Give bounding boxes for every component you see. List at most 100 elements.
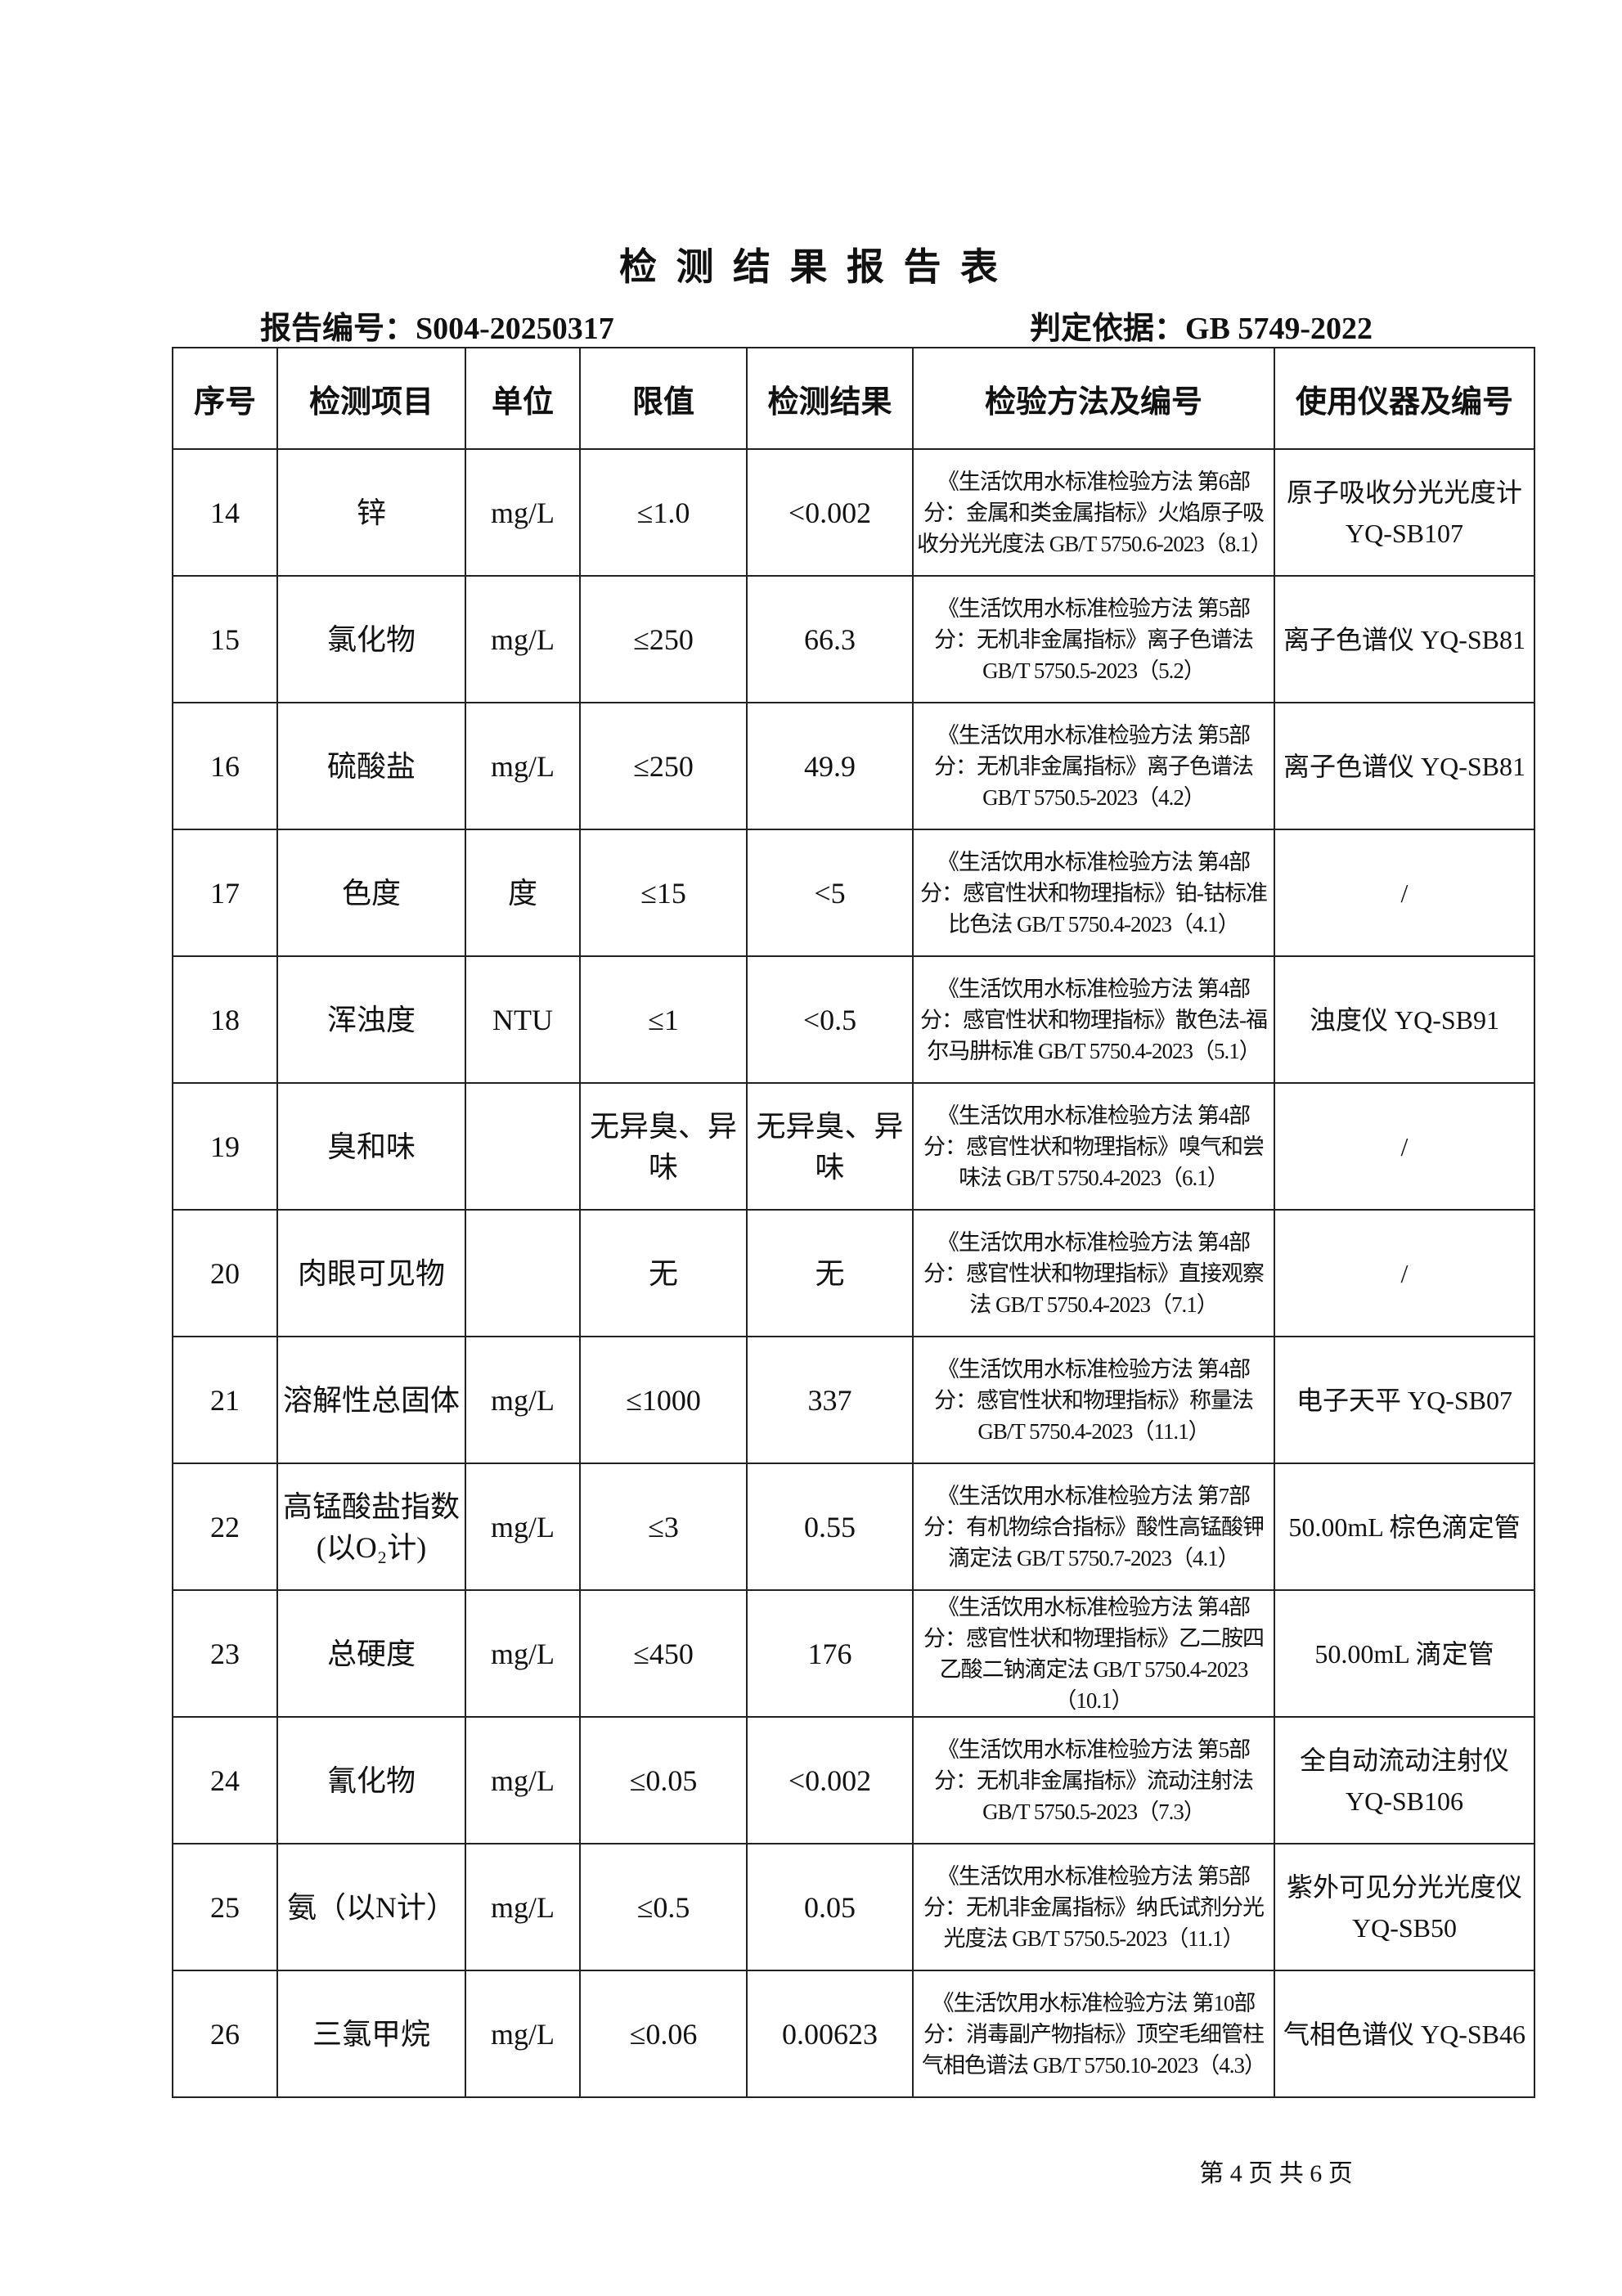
table-cell: 《生活饮用水标准检验方法 第4部分：感官性状和物理指标》称量法 GB/T 575…: [912, 1336, 1275, 1464]
table-cell: 17: [172, 829, 278, 957]
table-cell: 全自动流动注射仪 YQ-SB106: [1274, 1716, 1535, 1844]
basis: 判定依据：GB 5749-2022: [1030, 312, 1373, 346]
table-cell: /: [1274, 829, 1535, 957]
table-cell: 21: [172, 1336, 278, 1464]
column-header: 检测结果: [746, 347, 914, 450]
table-cell: ≤1000: [579, 1336, 748, 1464]
table-cell: 无: [579, 1209, 748, 1337]
table-cell: [465, 1082, 581, 1211]
table-cell: mg/L: [465, 1589, 581, 1718]
table-cell: 0.55: [746, 1463, 914, 1591]
table-cell: 无异臭、异味: [746, 1082, 914, 1211]
table-cell: mg/L: [465, 448, 581, 577]
table-cell: 0.05: [746, 1843, 914, 1971]
table-cell: 《生活饮用水标准检验方法 第7部分：有机物综合指标》酸性高锰酸钾滴定法 GB/T…: [912, 1463, 1275, 1591]
table-cell: 紫外可见分光光度仪 YQ-SB50: [1274, 1843, 1535, 1971]
table-cell: 22: [172, 1463, 278, 1591]
table-cell: 《生活饮用水标准检验方法 第4部分：感官性状和物理指标》直接观察法 GB/T 5…: [912, 1209, 1275, 1337]
table-cell: 浑浊度: [276, 955, 466, 1084]
table-cell: 氨（以N计）: [276, 1843, 466, 1971]
table-cell: mg/L: [465, 575, 581, 703]
table-row: 25 氨（以N计） mg/L ≤0.5 0.05 《生活饮用水标准检验方法 第5部分：无机…: [172, 1843, 1535, 1971]
table-cell: mg/L: [465, 1336, 581, 1464]
table-cell: ≤0.05: [579, 1716, 748, 1844]
header-row: 序号 检测项目 单位 限值 检测结果 检验方法及编号 使用仪器及编号: [172, 347, 1535, 450]
table-cell: 三氯甲烷: [276, 1970, 466, 2098]
table-body: 14 锌 mg/L ≤1.0 <0.002 《生活饮用水标准检验方法 第6部分：金属和类金…: [172, 448, 1535, 2098]
table-cell: /: [1274, 1082, 1535, 1211]
table-cell: ≤1.0: [579, 448, 748, 577]
table-cell: <0.002: [746, 448, 914, 577]
table-row: 18 浑浊度 NTU ≤1 <0.5 《生活饮用水标准检验方法 第4部分：感官性状和物理指…: [172, 955, 1535, 1084]
table-cell: 氰化物: [276, 1716, 466, 1844]
result-table: 序号 检测项目 单位 限值 检测结果 检验方法及编号 使用仪器及编号 14 锌 mg/L ≤1.0…: [172, 347, 1535, 2098]
table-cell: 《生活饮用水标准检验方法 第5部分：无机非金属指标》纳氏试剂分光光度法 GB/T…: [912, 1843, 1275, 1971]
table-cell: 总硬度: [276, 1589, 466, 1718]
table-cell: 19: [172, 1082, 278, 1211]
column-header: 序号: [172, 347, 278, 450]
table-cell: [465, 1209, 581, 1337]
table-cell: NTU: [465, 955, 581, 1084]
table-cell: 肉眼可见物: [276, 1209, 466, 1337]
table-cell: 氯化物: [276, 575, 466, 703]
table-cell: 色度: [276, 829, 466, 957]
table-cell: 66.3: [746, 575, 914, 703]
table-row: 15 氯化物 mg/L ≤250 66.3 《生活饮用水标准检验方法 第5部分：无机非金属…: [172, 575, 1535, 703]
table-cell: 硫酸盐: [276, 702, 466, 830]
table-cell: 24: [172, 1716, 278, 1844]
table-cell: ≤250: [579, 575, 748, 703]
table-cell: 0.00623: [746, 1970, 914, 2098]
table-cell: ≤0.06: [579, 1970, 748, 2098]
table-cell: 176: [746, 1589, 914, 1718]
table-cell: 50.00mL 滴定管: [1274, 1589, 1535, 1718]
table-cell: 溶解性总固体: [276, 1336, 466, 1464]
table-row: 23 总硬度 mg/L ≤450 176 《生活饮用水标准检验方法 第4部分：感官性状和物…: [172, 1589, 1535, 1718]
table-cell: 离子色谱仪 YQ-SB81: [1274, 702, 1535, 830]
column-header: 单位: [465, 347, 581, 450]
table-cell: ≤0.5: [579, 1843, 748, 1971]
table-row: 26 三氯甲烷 mg/L ≤0.06 0.00623 《生活饮用水标准检验方法 第10部分…: [172, 1970, 1535, 2098]
table-row: 20 肉眼可见物无无《生活饮用水标准检验方法 第4部分：感官性状和物理指标》直接观…: [172, 1209, 1535, 1337]
table-cell: 离子色谱仪 YQ-SB81: [1274, 575, 1535, 703]
table-cell: 气相色谱仪 YQ-SB46: [1274, 1970, 1535, 2098]
report-no: 报告编号：S004-20250317: [260, 312, 614, 346]
table-cell: 337: [746, 1336, 914, 1464]
table-row: 21 溶解性总固体 mg/L ≤1000 337 《生活饮用水标准检验方法 第4部分：感官…: [172, 1336, 1535, 1464]
table-cell: 20: [172, 1209, 278, 1337]
table-cell: 14: [172, 448, 278, 577]
column-header: 检验方法及编号: [912, 347, 1275, 450]
table-cell: 15: [172, 575, 278, 703]
table-cell: 高锰酸盐指数(以O₂计): [276, 1463, 466, 1591]
table-cell: mg/L: [465, 1716, 581, 1844]
table-cell: 浊度仪 YQ-SB91: [1274, 955, 1535, 1084]
table-cell: 《生活饮用水标准检验方法 第5部分：无机非金属指标》离子色谱法 GB/T 575…: [912, 575, 1275, 703]
table-cell: mg/L: [465, 1463, 581, 1591]
column-header: 使用仪器及编号: [1274, 347, 1535, 450]
column-header: 限值: [579, 347, 748, 450]
table-row: 22 高锰酸盐指数(以O₂计) mg/L ≤3 0.55 《生活饮用水标准检验方法 第7部…: [172, 1463, 1535, 1591]
table-row: 14 锌 mg/L ≤1.0 <0.002 《生活饮用水标准检验方法 第6部分：金属和类金…: [172, 448, 1535, 577]
table-cell: /: [1274, 1209, 1535, 1337]
table-cell: ≤1: [579, 955, 748, 1084]
table-cell: 原子吸收分光光度计 YQ-SB107: [1274, 448, 1535, 577]
title: 检 测 结 果 报 告 表: [619, 246, 1003, 288]
column-header: 检测项目: [276, 347, 466, 450]
table-row: 17 色度度 ≤15 <5 《生活饮用水标准检验方法 第4部分：感官性状和物理指标》铂-…: [172, 829, 1535, 957]
table-cell: 《生活饮用水标准检验方法 第4部分：感官性状和物理指标》铂-钴标准比色法 GB/…: [912, 829, 1275, 957]
table-cell: ≤15: [579, 829, 748, 957]
table-cell: 《生活饮用水标准检验方法 第4部分：感官性状和物理指标》散色法-福尔马肼标准 G…: [912, 955, 1275, 1084]
table-cell: mg/L: [465, 1970, 581, 2098]
table-cell: ≤3: [579, 1463, 748, 1591]
table-cell: 《生活饮用水标准检验方法 第5部分：无机非金属指标》流动注射法 GB/T 575…: [912, 1716, 1275, 1844]
table-cell: <5: [746, 829, 914, 957]
table-cell: 臭和味: [276, 1082, 466, 1211]
table-cell: mg/L: [465, 1843, 581, 1971]
table-row: 24 氰化物 mg/L ≤0.05 <0.002 《生活饮用水标准检验方法 第5部分：无机…: [172, 1716, 1535, 1844]
table-cell: ≤250: [579, 702, 748, 830]
table-cell: <0.5: [746, 955, 914, 1084]
table-cell: 《生活饮用水标准检验方法 第5部分：无机非金属指标》离子色谱法 GB/T 575…: [912, 702, 1275, 830]
table-cell: 电子天平 YQ-SB07: [1274, 1336, 1535, 1464]
table-cell: 49.9: [746, 702, 914, 830]
table-cell: 《生活饮用水标准检验方法 第4部分：感官性状和物理指标》乙二胺四乙酸二钠滴定法 …: [912, 1589, 1275, 1718]
table-row: 19 臭和味 无异臭、异味 无异臭、异味 《生活饮用水标准检验方法 第4部分：感官性状和…: [172, 1082, 1535, 1211]
